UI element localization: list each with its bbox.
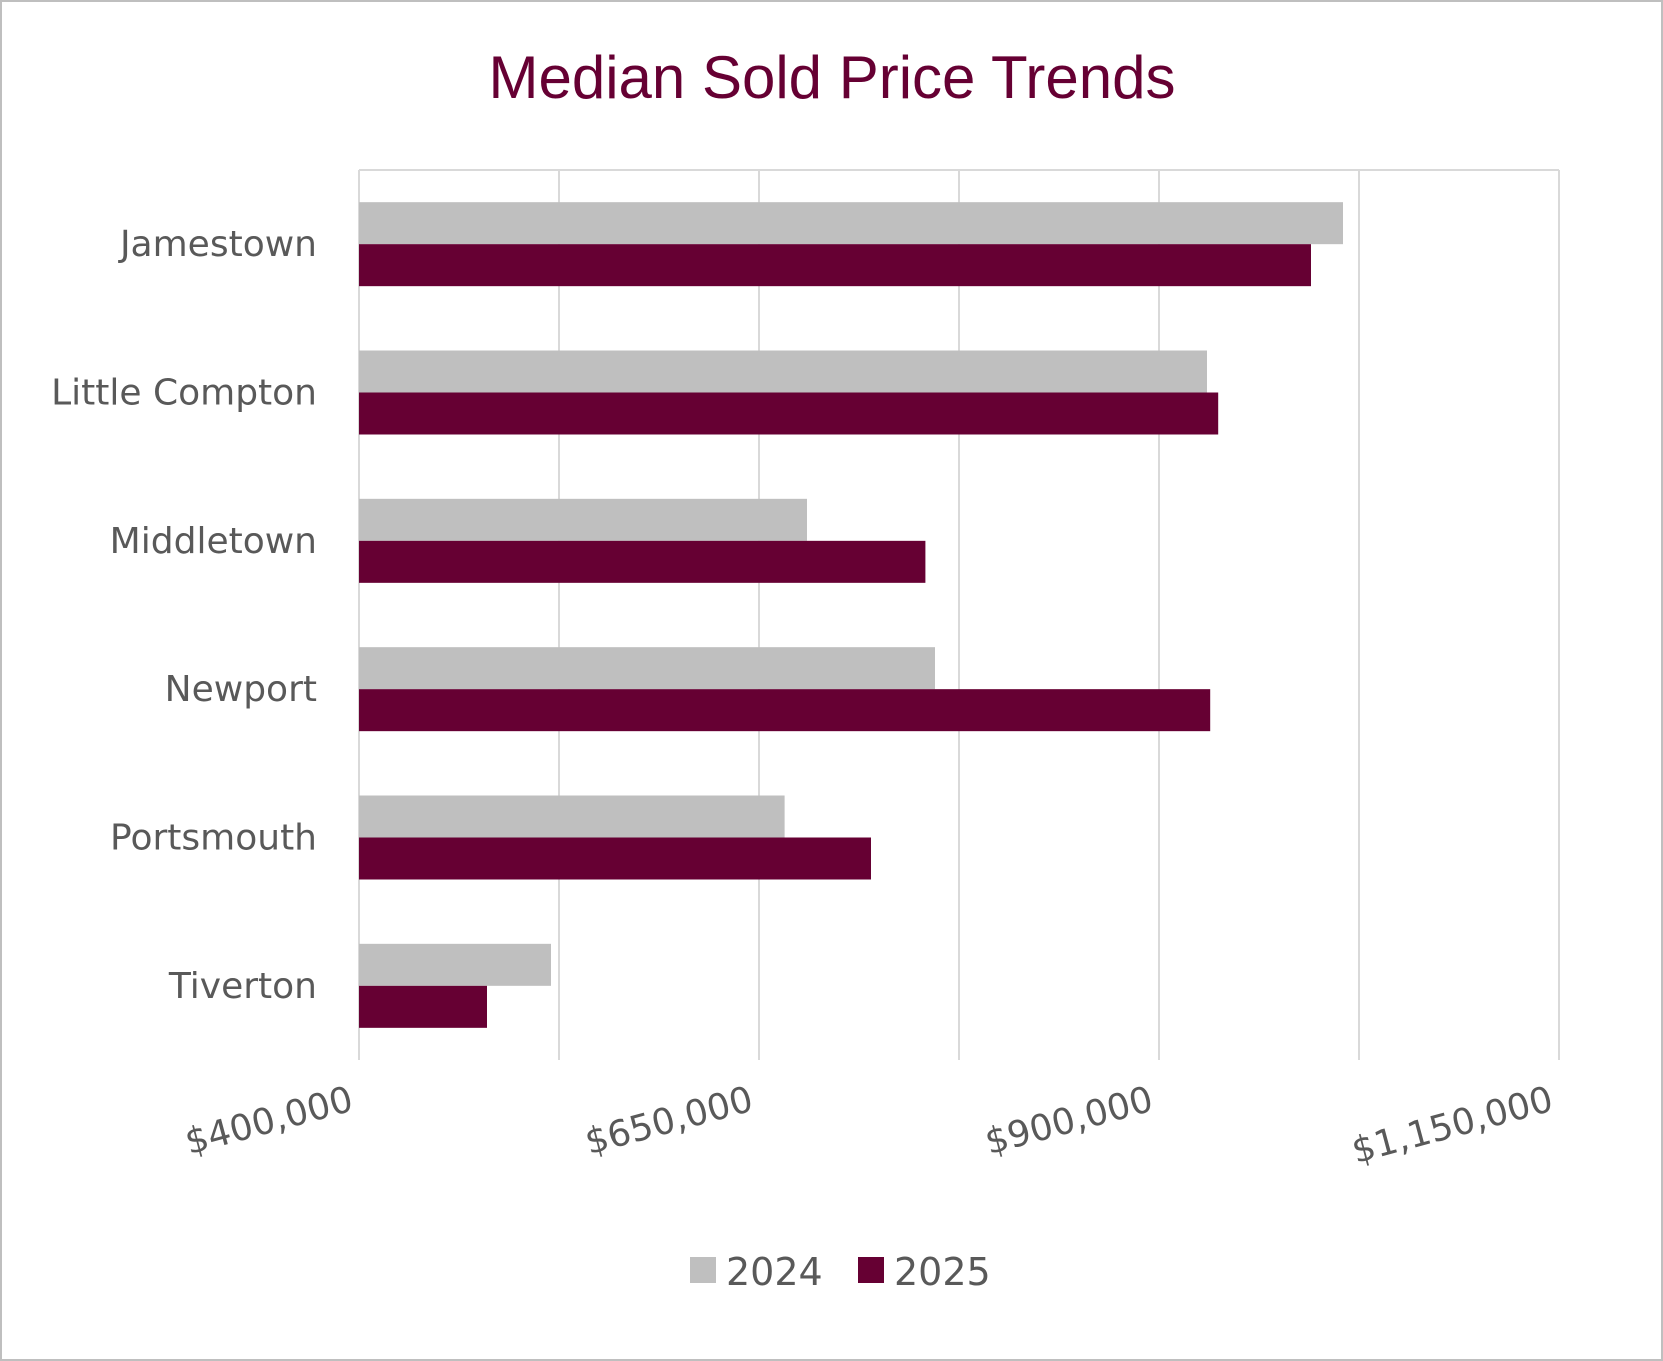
bar-2024-little-compton (359, 350, 1207, 393)
bar-2025-jamestown (359, 244, 1311, 287)
x-tick-label: $650,000 (581, 1079, 758, 1163)
legend-swatch-2025 (858, 1257, 884, 1283)
bar-2025-little-compton (359, 392, 1219, 435)
legend-swatch-2024 (690, 1257, 716, 1283)
x-axis-tick-labels: $400,000 $650,000 $900,000 $1,150,000 (181, 1079, 1558, 1172)
legend-label-2024: 2024 (726, 1250, 823, 1294)
x-tick-label: $400,000 (181, 1079, 358, 1163)
category-label: Middletown (110, 521, 317, 562)
bar-2024-newport (359, 647, 935, 690)
category-labels: Jamestown Little Compton Middletown Newport… (51, 224, 317, 1007)
legend-label-2025: 2025 (894, 1250, 991, 1294)
legend: 2024 2025 (690, 1250, 991, 1294)
bar-2025-tiverton (359, 985, 487, 1028)
category-label: Portsmouth (110, 818, 317, 859)
chart-title: Median Sold Price Trends (488, 44, 1175, 111)
grid-layer (358, 169, 1560, 1060)
category-label: Newport (165, 669, 317, 710)
bar-2024-tiverton (359, 943, 551, 986)
x-tick-label: $1,150,000 (1348, 1079, 1558, 1172)
bars-layer (359, 202, 1343, 1028)
bar-2024-middletown (359, 498, 807, 541)
category-label: Tiverton (168, 966, 317, 1007)
x-tick-label: $900,000 (981, 1079, 1158, 1163)
bar-2025-portsmouth (359, 837, 871, 880)
category-label: Little Compton (51, 373, 317, 414)
category-label: Jamestown (118, 224, 317, 265)
bar-2025-newport (359, 689, 1211, 732)
bar-2025-middletown (359, 540, 926, 583)
bar-2024-jamestown (359, 202, 1343, 245)
bar-2024-portsmouth (359, 795, 785, 838)
